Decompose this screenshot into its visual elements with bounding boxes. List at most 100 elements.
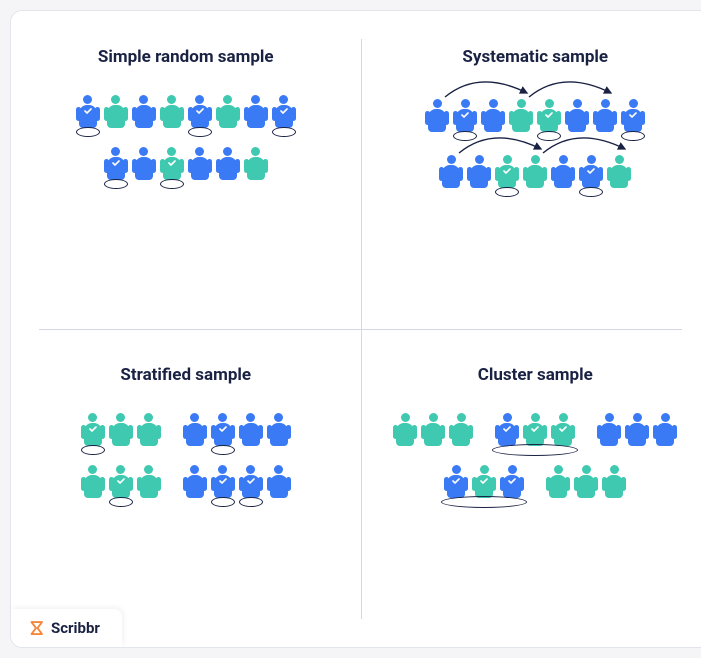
people-row — [426, 95, 644, 133]
selection-ring — [211, 497, 235, 507]
person-icon — [82, 413, 104, 447]
person-icon — [240, 465, 262, 499]
selection-ring — [188, 127, 212, 137]
person-icon — [161, 147, 183, 181]
person-icon — [598, 413, 620, 447]
people-rows — [77, 95, 295, 181]
person-icon — [622, 99, 644, 133]
selection-ring — [579, 187, 603, 197]
person-icon — [496, 155, 518, 189]
person-icon — [212, 413, 234, 447]
people-row — [445, 465, 625, 499]
selection-ring — [239, 497, 263, 507]
person-icon — [184, 413, 206, 447]
panel-stratified: Stratified sample — [11, 329, 361, 647]
people-row — [394, 413, 676, 447]
person-icon — [654, 413, 676, 447]
person-icon — [110, 465, 132, 499]
person-icon — [422, 413, 444, 447]
person-icon — [603, 465, 625, 499]
selection-ring — [272, 127, 296, 137]
logo-text: Scribbr — [51, 619, 100, 637]
panel-title: Simple random sample — [98, 47, 274, 67]
stratum-group — [82, 465, 160, 499]
people-row — [105, 147, 267, 181]
person-icon — [496, 413, 518, 447]
person-icon — [394, 413, 416, 447]
person-icon — [133, 95, 155, 129]
person-icon — [580, 155, 602, 189]
people-row — [440, 151, 630, 189]
selection-ring — [621, 131, 645, 141]
people-rows — [82, 413, 290, 499]
cluster-group — [394, 413, 472, 447]
person-icon — [566, 99, 588, 133]
person-icon — [468, 155, 490, 189]
panel-title: Stratified sample — [120, 365, 251, 385]
person-icon — [538, 99, 560, 133]
person-icon — [240, 413, 262, 447]
person-icon — [445, 465, 467, 499]
person-icon — [217, 147, 239, 181]
panel-grid: Simple random sample Systematic sample S… — [11, 11, 701, 647]
selection-ring — [453, 131, 477, 141]
stratum-group — [184, 413, 290, 447]
person-icon — [189, 147, 211, 181]
person-icon — [501, 465, 523, 499]
people-rows — [426, 95, 644, 189]
sampling-diagram-card: Simple random sample Systematic sample S… — [10, 10, 701, 648]
horizontal-divider — [39, 329, 682, 330]
person-icon — [105, 147, 127, 181]
people-row — [77, 95, 295, 129]
person-icon — [138, 413, 160, 447]
person-icon — [575, 465, 597, 499]
person-icon — [77, 95, 99, 129]
person-icon — [82, 465, 104, 499]
person-icon — [594, 99, 616, 133]
selection-ring — [76, 127, 100, 137]
person-icon — [524, 155, 546, 189]
systematic-arcs — [426, 77, 644, 95]
panel-simple-random: Simple random sample — [11, 11, 361, 329]
people-row — [82, 465, 290, 499]
selection-ring — [109, 497, 133, 507]
person-icon — [510, 99, 532, 133]
cluster-group — [598, 413, 676, 447]
panel-title: Cluster sample — [478, 365, 593, 385]
person-icon — [450, 413, 472, 447]
person-icon — [105, 95, 127, 129]
cluster-group — [445, 465, 523, 499]
panel-title: Systematic sample — [462, 47, 608, 67]
person-icon — [454, 99, 476, 133]
person-icon — [268, 465, 290, 499]
selection-ring — [81, 445, 105, 455]
cluster-group — [496, 413, 574, 447]
stratum-group — [82, 413, 160, 447]
systematic-arcs — [440, 133, 630, 151]
people-row — [82, 413, 290, 447]
person-icon — [110, 413, 132, 447]
person-icon — [547, 465, 569, 499]
selection-ring — [104, 179, 128, 189]
person-icon — [552, 155, 574, 189]
brand-logo: Scribbr — [11, 609, 122, 647]
person-icon — [184, 465, 206, 499]
selection-ring — [211, 445, 235, 455]
person-icon — [189, 95, 211, 129]
panel-systematic: Systematic sample — [361, 11, 701, 329]
panel-cluster: Cluster sample — [361, 329, 701, 647]
person-icon — [138, 465, 160, 499]
person-icon — [524, 413, 546, 447]
person-icon — [245, 95, 267, 129]
selection-ring — [160, 179, 184, 189]
person-icon — [626, 413, 648, 447]
person-icon — [552, 413, 574, 447]
person-icon — [426, 99, 448, 133]
people-rows — [394, 413, 676, 499]
person-icon — [473, 465, 495, 499]
person-icon — [133, 147, 155, 181]
selection-ring — [537, 131, 561, 141]
person-icon — [482, 99, 504, 133]
logo-mark-icon — [27, 619, 45, 637]
person-icon — [608, 155, 630, 189]
